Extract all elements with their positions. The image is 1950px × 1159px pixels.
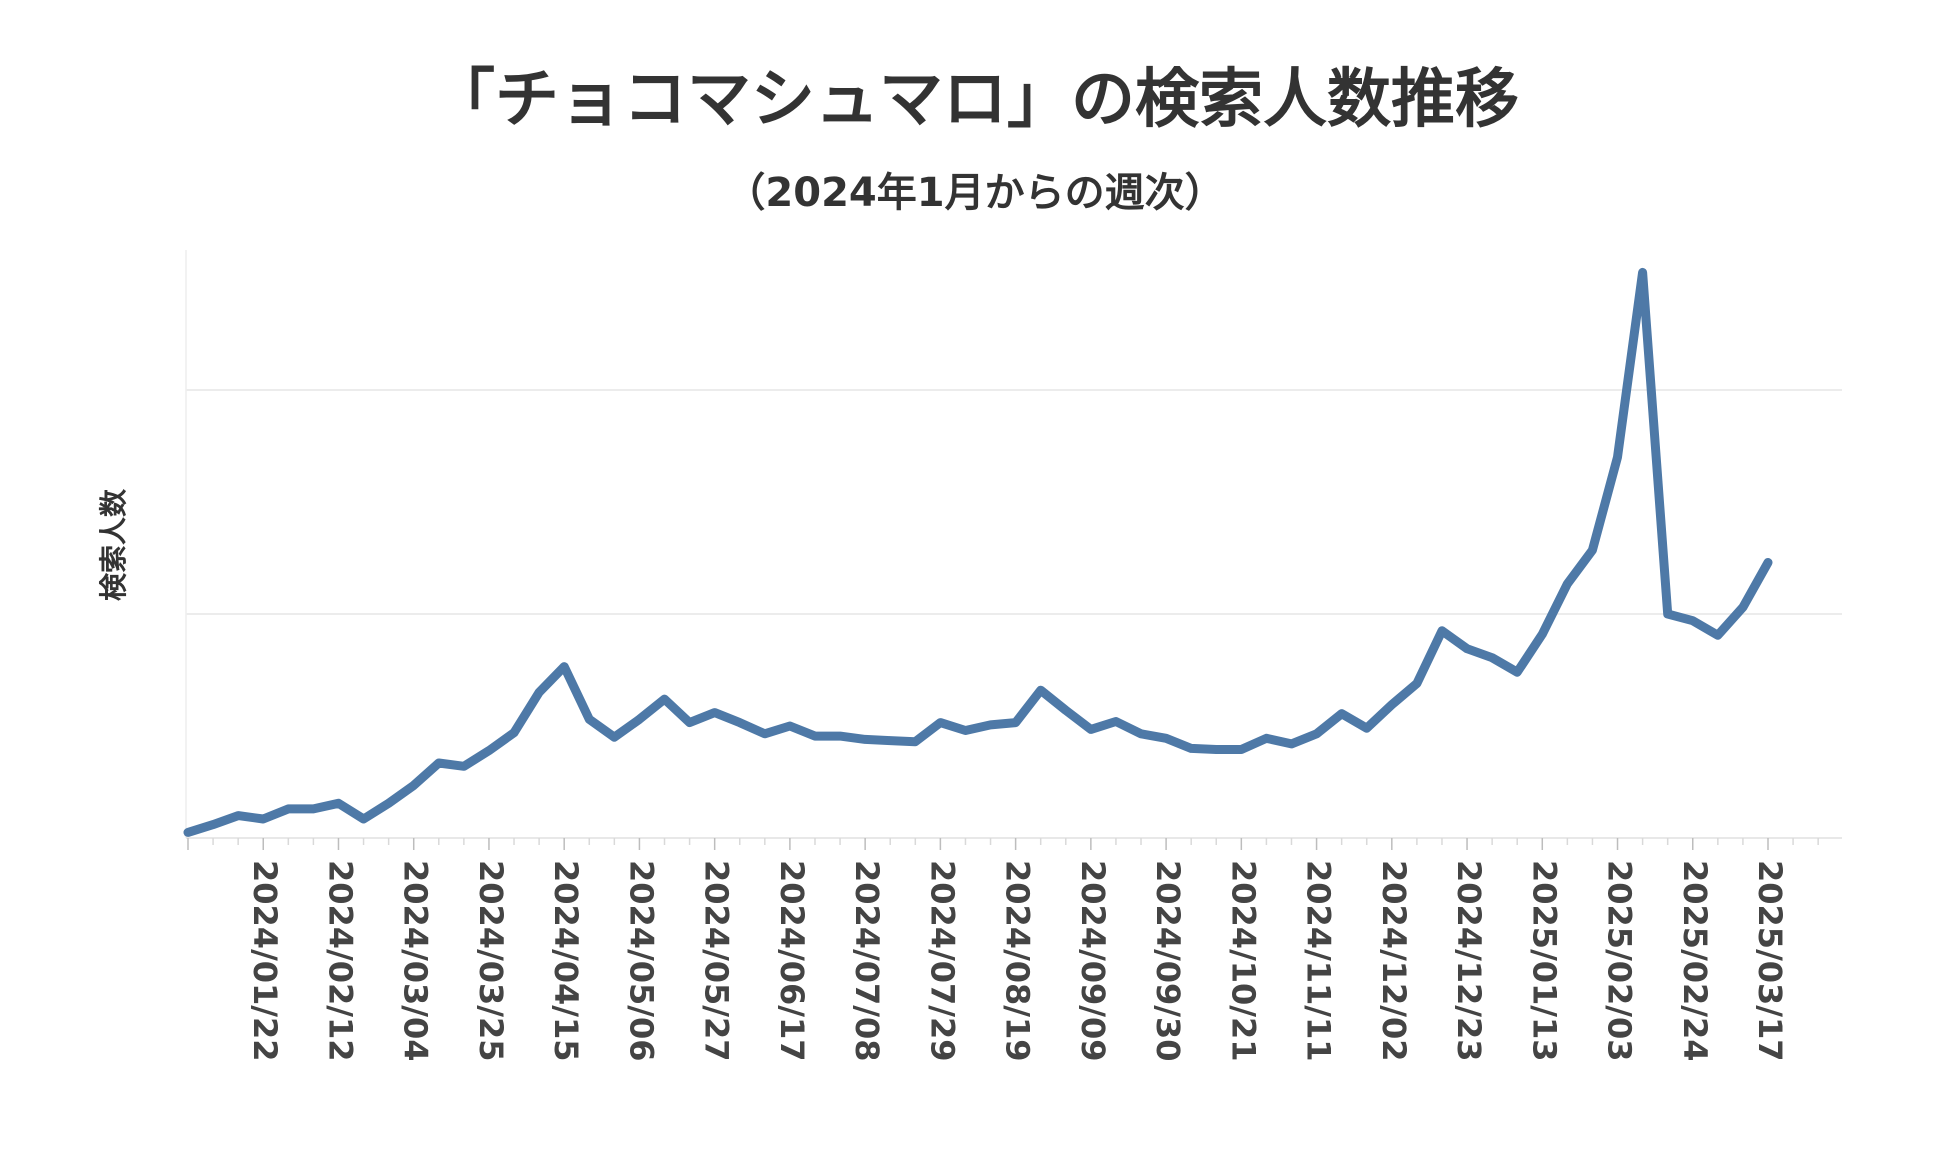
x-tick-label: 2024/03/25 <box>472 860 510 1062</box>
x-tick-label: 2024/06/17 <box>773 860 811 1062</box>
x-tick-label: 2024/10/21 <box>1224 860 1262 1062</box>
x-tick-label: 2024/02/12 <box>321 860 359 1062</box>
x-tick-label: 2025/03/17 <box>1751 860 1789 1062</box>
x-tick-label: 2025/02/03 <box>1601 860 1639 1062</box>
x-tick-label: 2025/02/24 <box>1676 860 1714 1062</box>
x-tick-label: 2024/08/19 <box>999 860 1037 1062</box>
series-line <box>183 267 1773 837</box>
x-tick-label: 2024/11/11 <box>1300 860 1338 1062</box>
chart-subtitle: （2024年1月からの週次） <box>725 170 1225 216</box>
x-tick-label: 2024/12/23 <box>1450 860 1488 1062</box>
x-tick-label: 2024/03/04 <box>397 860 435 1062</box>
chart-title: 「チョコマシュマロ」の検索人数推移 <box>431 63 1519 137</box>
x-tick-label: 2024/01/22 <box>246 860 284 1062</box>
x-tick-label: 2025/01/13 <box>1525 860 1563 1062</box>
x-tick-label: 2024/07/29 <box>923 860 961 1062</box>
series-layer <box>183 267 1773 837</box>
x-tick-label: 2024/09/30 <box>1149 860 1187 1062</box>
x-tick-label: 2024/04/15 <box>547 860 585 1062</box>
x-tick-label: 2024/05/06 <box>622 860 660 1062</box>
x-tick-label: 2024/09/09 <box>1074 860 1112 1062</box>
x-axis <box>186 837 1842 850</box>
x-tick-labels: 2024/01/22 2024/02/12 2024/03/04 2024/03/25… <box>246 860 1789 1062</box>
x-tick-label: 2024/07/08 <box>848 860 886 1062</box>
x-tick-label: 2024/12/02 <box>1375 860 1413 1062</box>
x-tick-label: 2024/05/27 <box>698 860 736 1062</box>
gridlines <box>185 250 1842 838</box>
